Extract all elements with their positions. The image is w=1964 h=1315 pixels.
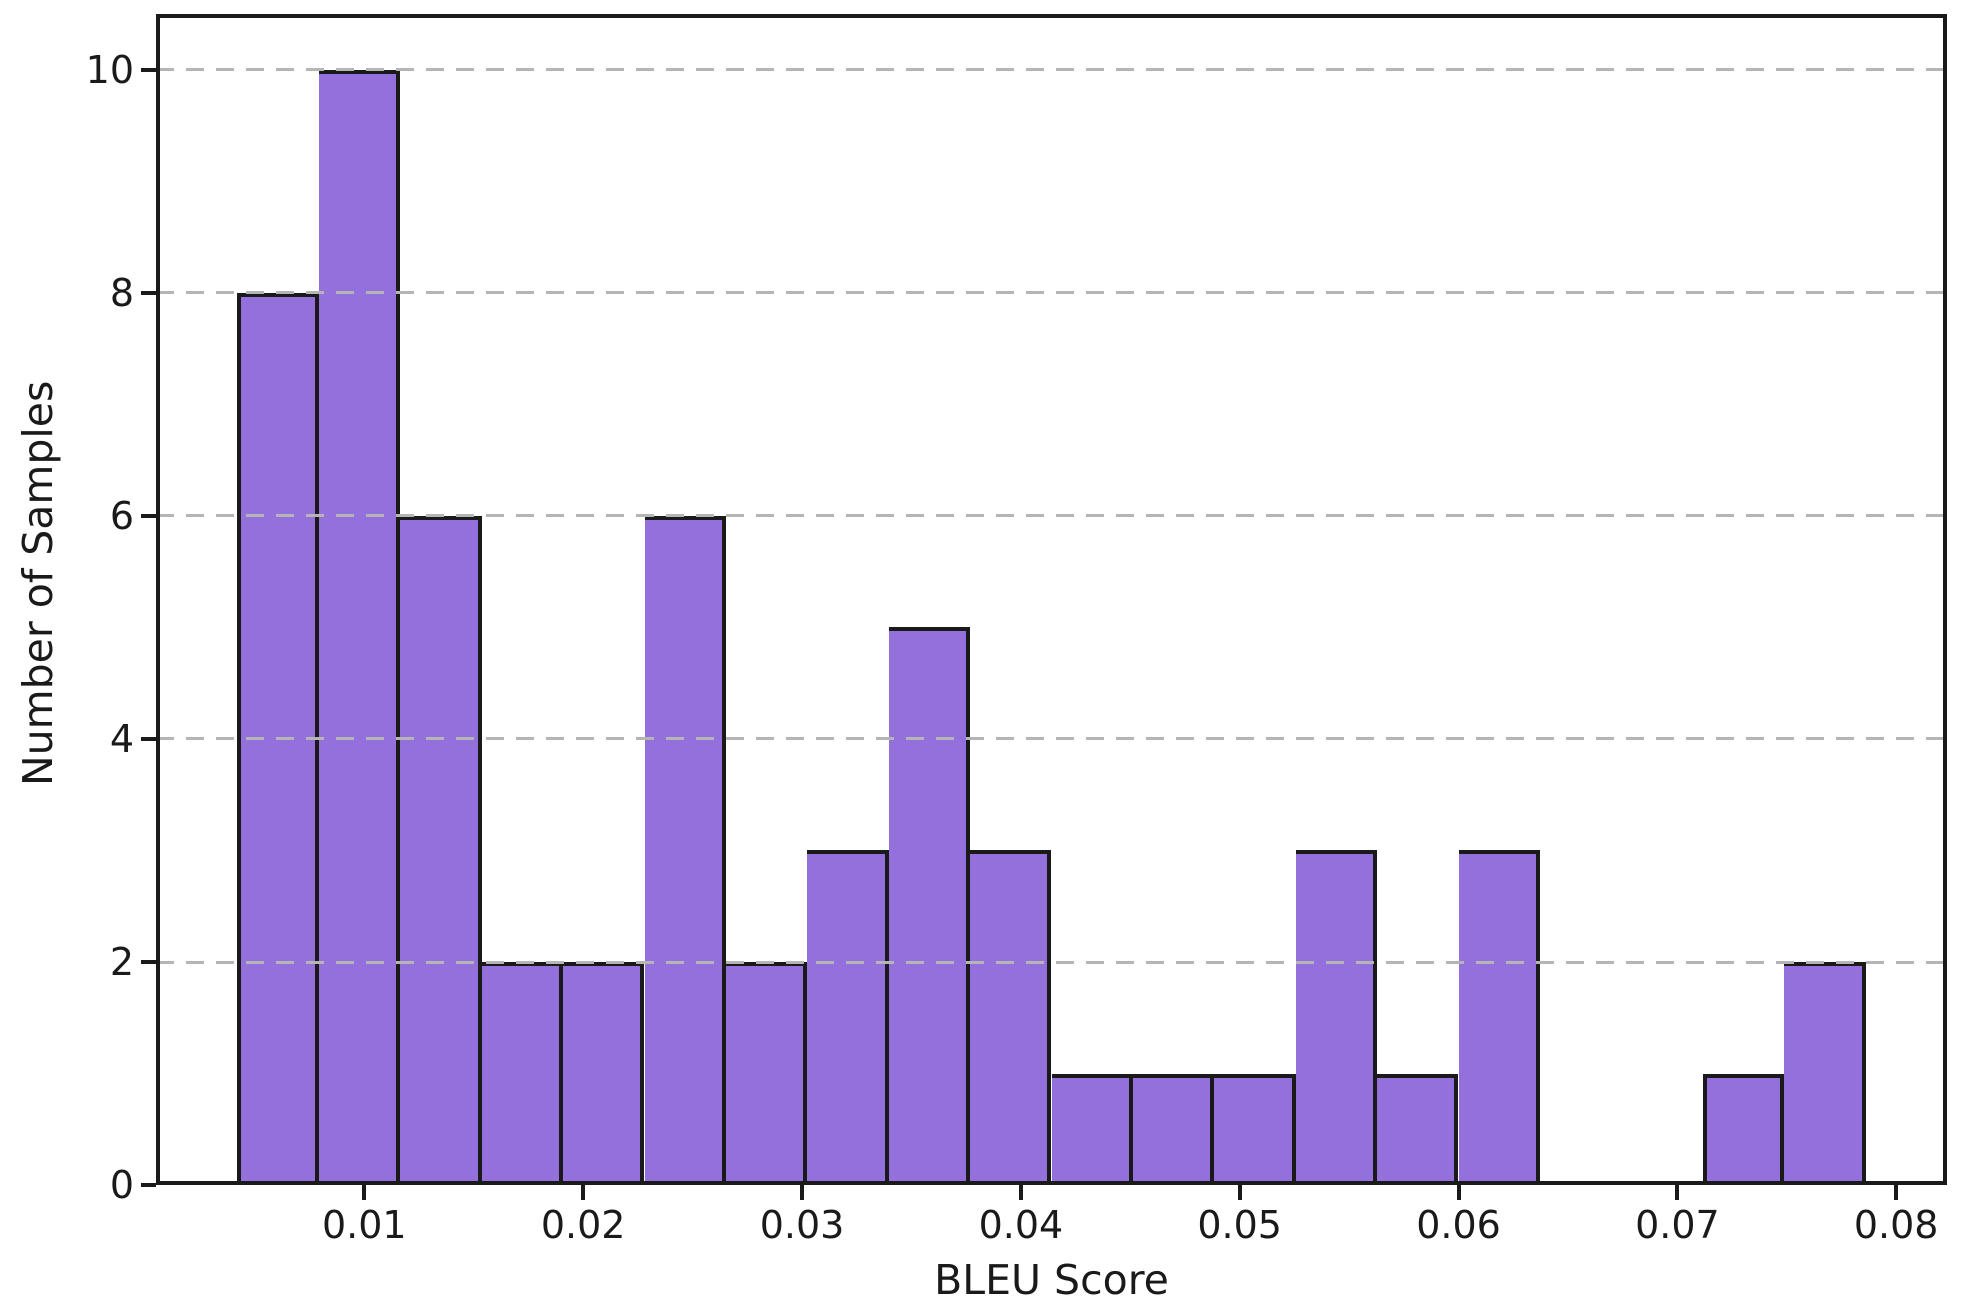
histogram-bar bbox=[400, 515, 482, 1185]
histogram-bar bbox=[318, 69, 401, 1185]
histogram-bar bbox=[1458, 850, 1540, 1185]
y-tick-mark bbox=[141, 960, 156, 964]
plot-area bbox=[156, 14, 1947, 1185]
x-axis-label: BLEU Score bbox=[934, 1256, 1169, 1304]
x-tick-label: 0.07 bbox=[1635, 1203, 1720, 1247]
histogram-bar bbox=[970, 850, 1052, 1185]
x-tick-label: 0.05 bbox=[1197, 1203, 1282, 1247]
y-tick-mark bbox=[141, 67, 156, 72]
x-tick-mark bbox=[581, 1185, 586, 1200]
x-tick-mark bbox=[1237, 1185, 1242, 1200]
y-tick-label: 2 bbox=[109, 940, 134, 984]
x-tick-label: 0.04 bbox=[978, 1203, 1064, 1247]
histogram-bar bbox=[725, 962, 808, 1185]
x-tick-mark bbox=[800, 1185, 804, 1200]
gridline bbox=[156, 291, 1947, 295]
x-tick-mark bbox=[1018, 1185, 1023, 1200]
y-tick-label: 10 bbox=[85, 47, 134, 92]
histogram-bar bbox=[1784, 962, 1866, 1185]
gridline bbox=[156, 514, 1947, 518]
x-tick-label: 0.06 bbox=[1416, 1203, 1501, 1247]
histogram-bar bbox=[1295, 850, 1378, 1185]
histogram-bar bbox=[1377, 1073, 1459, 1185]
histogram-bar bbox=[563, 962, 645, 1185]
x-tick-label: 0.03 bbox=[759, 1203, 845, 1247]
x-tick-mark bbox=[1675, 1185, 1680, 1200]
y-tick-label: 0 bbox=[109, 1163, 134, 1207]
histogram-bar bbox=[1214, 1073, 1296, 1185]
x-tick-label: 0.02 bbox=[540, 1203, 626, 1247]
x-tick-mark bbox=[362, 1185, 367, 1200]
histogram-bar bbox=[1051, 1073, 1133, 1185]
histogram-bar bbox=[1702, 1073, 1785, 1185]
histogram-bar bbox=[807, 850, 889, 1185]
y-tick-mark bbox=[141, 290, 156, 295]
y-tick-label: 6 bbox=[109, 493, 134, 538]
x-tick-mark bbox=[1894, 1185, 1899, 1200]
x-tick-label: 0.01 bbox=[321, 1203, 407, 1247]
y-tick-mark bbox=[141, 736, 156, 741]
gridline bbox=[156, 737, 1947, 741]
y-tick-mark bbox=[141, 513, 156, 518]
x-tick-mark bbox=[1456, 1185, 1461, 1200]
histogram-bar bbox=[481, 962, 563, 1185]
histogram-bar bbox=[888, 627, 971, 1185]
gridline bbox=[156, 68, 1947, 72]
histogram-bar bbox=[1132, 1073, 1215, 1185]
y-tick-mark bbox=[141, 1183, 156, 1187]
gridline bbox=[156, 960, 1947, 964]
y-tick-label: 4 bbox=[109, 716, 134, 761]
x-tick-label: 0.08 bbox=[1853, 1203, 1939, 1247]
histogram-bar bbox=[644, 515, 726, 1185]
y-tick-label: 8 bbox=[109, 270, 134, 315]
